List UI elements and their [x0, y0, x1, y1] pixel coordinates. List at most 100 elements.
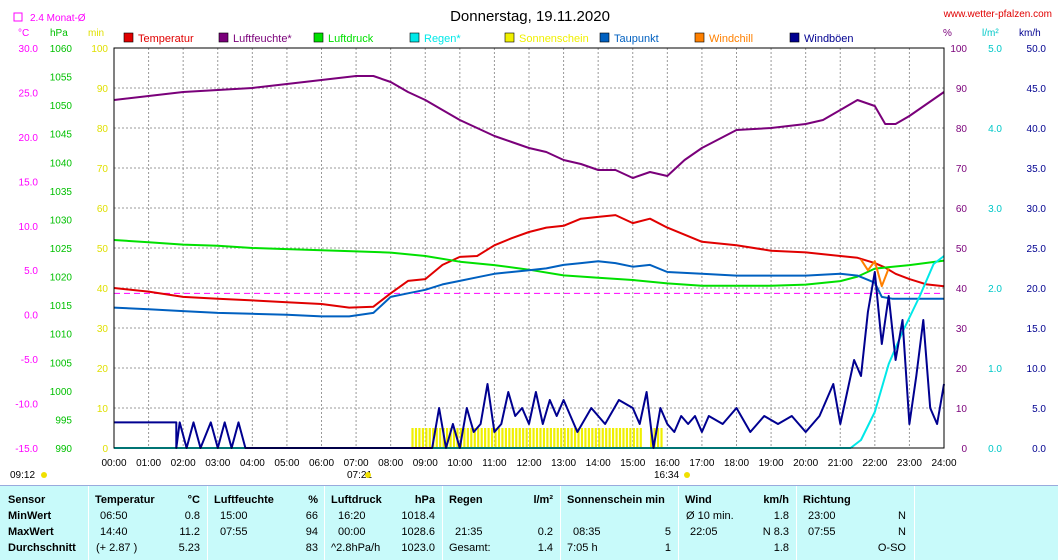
y-tick-sun_min: 40 — [97, 284, 109, 295]
series-temperatur — [113, 214, 945, 309]
x-tick-label: 11:00 — [482, 458, 507, 469]
x-tick-label: 07:00 — [344, 458, 369, 469]
y-tick-temp: 15.0 — [19, 177, 39, 188]
y-tick-temp: 20.0 — [19, 133, 39, 144]
statistics-table: Sensor Temperatur °C Luftfeuchte % Luftd… — [0, 485, 1058, 560]
x-tick-label: 03:00 — [205, 458, 230, 469]
site-url[interactable]: www.wetter-pfalzen.com — [943, 9, 1052, 20]
y-tick-rain: 0.0 — [988, 444, 1002, 455]
table-header-sensor: Sensor — [8, 494, 46, 506]
sunshine-bar — [601, 428, 604, 448]
sunshine-bar — [567, 428, 570, 448]
sunshine-bar — [542, 428, 546, 448]
y-tick-temp: -5.0 — [21, 355, 39, 366]
y-tick-pressure: 1030 — [50, 215, 73, 226]
sunshine-bar — [556, 428, 559, 448]
min-pressure-value: 1018.4 — [401, 510, 435, 522]
x-tick-label: 20:00 — [793, 458, 818, 469]
min-wind-time: Ø 10 min. — [686, 510, 734, 522]
y-tick-temp: 30.0 — [19, 44, 39, 55]
sunshine-bar — [497, 428, 501, 448]
max-pressure-time: 00:00 — [338, 526, 366, 538]
sunshine-bar — [591, 428, 594, 448]
x-tick-label: 13:00 — [551, 458, 576, 469]
sunshine-bar — [577, 428, 580, 448]
max-wind-time: 22:05 — [690, 526, 718, 538]
table-header-humidity: Luftfeuchte — [214, 494, 274, 506]
x-tick-label: 23:00 — [897, 458, 922, 469]
sunshine-bar — [639, 428, 642, 448]
y-tick-temp: -10.0 — [15, 400, 38, 411]
x-tick-label: 24:00 — [931, 458, 956, 469]
table-header-sunshine: Sonnenschein min — [567, 494, 665, 506]
series-taupunkt — [113, 260, 944, 318]
max-rain-value: 0.2 — [537, 526, 553, 538]
min-humidity-value: 66 — [305, 510, 318, 522]
sunshine-bar — [470, 428, 473, 448]
sunshine-bar — [560, 428, 563, 448]
month-avg-swatch — [13, 12, 23, 22]
rain-total-label: Gesamt: — [449, 542, 491, 554]
sunshine-bar — [594, 428, 597, 448]
max-direction-value: N — [898, 526, 906, 538]
sunshine-bar — [504, 428, 507, 448]
time-left-marker — [41, 472, 47, 478]
sunshine-bar — [618, 428, 622, 448]
sunshine-bar — [629, 428, 632, 448]
rain-total-value: 1.4 — [537, 542, 553, 554]
sun-total-hours: 7:05 h — [567, 542, 598, 554]
legend-swatch — [789, 32, 800, 43]
sunshine-bar — [477, 428, 480, 448]
weather-chart: Donnerstag, 19.11.2020 www.wetter-pfalze… — [10, 8, 1052, 481]
sunshine-bar — [452, 428, 456, 448]
x-tick-label: 15:00 — [620, 458, 645, 469]
unit-rain: l/m² — [982, 28, 999, 39]
y-tick-sun_min: 70 — [97, 164, 109, 175]
y-tick-rain: 4.0 — [988, 124, 1002, 135]
y-tick-humidity: 60 — [956, 204, 968, 215]
sunshine-bar — [584, 428, 587, 448]
sunshine-bar — [636, 428, 639, 448]
sunshine-bar — [515, 428, 518, 448]
sunshine-bar — [553, 428, 556, 448]
max-sun-time: 08:35 — [573, 526, 601, 538]
sunshine-bar — [490, 428, 494, 448]
sunshine-bar — [425, 428, 428, 448]
x-tick-label: 18:00 — [724, 458, 749, 469]
y-tick-temp: -15.0 — [15, 444, 38, 455]
legend-swatch — [218, 32, 229, 43]
sunshine-bar — [570, 428, 573, 448]
x-tick-label: 14:00 — [586, 458, 611, 469]
sunshine-bar — [518, 428, 521, 448]
series-windchill — [860, 259, 890, 288]
avg-temp-value: 5.23 — [178, 542, 200, 554]
sunshine-bar — [446, 428, 449, 448]
legend-swatch — [599, 32, 610, 43]
y-tick-wind: 50.0 — [1027, 44, 1047, 55]
sunshine-bar — [650, 428, 653, 448]
chart-title: Donnerstag, 19.11.2020 — [450, 8, 610, 25]
avg-temp-note: (+ 2.87 ) — [96, 542, 138, 554]
y-tick-pressure: 1055 — [50, 73, 73, 84]
sunshine-bar — [660, 428, 663, 448]
table-header-rain: Regen — [449, 494, 483, 506]
y-tick-rain: 2.0 — [988, 284, 1002, 295]
sunshine-bar — [463, 428, 466, 448]
min-direction-time: 23:00 — [808, 510, 836, 522]
grid — [114, 48, 944, 448]
row-label-average: Durchschnitt — [8, 542, 76, 554]
y-tick-pressure: 1040 — [50, 158, 73, 169]
table-header-temp-unit: °C — [187, 494, 200, 506]
legend-label: Luftdruck — [328, 33, 374, 45]
x-tick-label: 21:00 — [828, 458, 853, 469]
y-tick-pressure: 1050 — [50, 101, 73, 112]
sunshine-bar — [549, 428, 552, 448]
x-tick-label: 19:00 — [759, 458, 784, 469]
sunshine-bar — [587, 428, 590, 448]
y-tick-humidity: 20 — [956, 364, 968, 375]
table-header-pressure: Luftdruck — [331, 494, 382, 506]
sunset-marker — [684, 472, 690, 478]
sunshine-bar — [622, 428, 625, 448]
x-tick-label: 00:00 — [101, 458, 126, 469]
max-humidity-time: 07:55 — [220, 526, 248, 538]
